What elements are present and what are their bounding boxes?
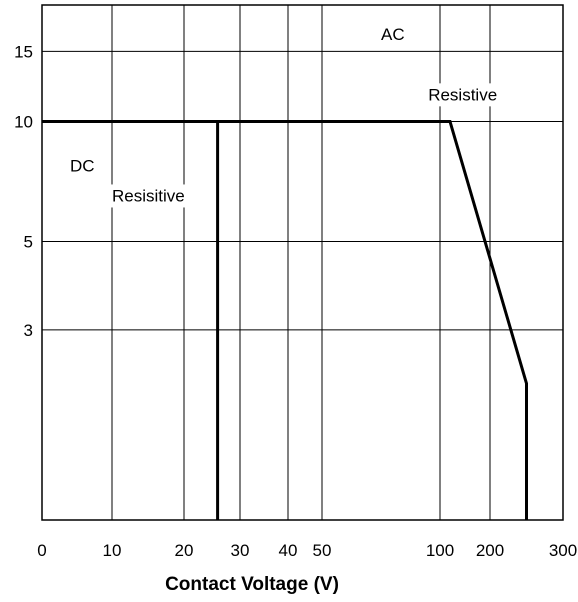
x-tick-label-5: 50 (313, 541, 332, 560)
annotation-bg-1 (424, 83, 502, 107)
series-layer (42, 120, 528, 520)
annotation-2: DC (66, 154, 99, 178)
annotation-bg-2 (66, 154, 99, 178)
annotation-text-0: AC (381, 25, 405, 44)
x-tick-label-6: 100 (426, 541, 454, 560)
annotation-0: AC (377, 23, 409, 47)
plot-border (41, 4, 564, 521)
annotation-3: Resisitive (108, 184, 189, 208)
y-tick-label-1: 5 (24, 232, 33, 251)
annotation-text-1: Resistive (428, 85, 497, 104)
x-tick-label-8: 300 (549, 541, 577, 560)
y-tick-labels: 3 5 10 15 (14, 42, 33, 340)
series-line-1 (42, 120, 220, 520)
x-tick-label-3: 30 (231, 541, 250, 560)
series-line-0 (42, 120, 528, 520)
annotation-bg-3 (108, 184, 189, 208)
annotation-1: Resistive (424, 83, 502, 107)
x-tick-label-0: 0 (37, 541, 46, 560)
y-tick-label-3: 15 (14, 42, 33, 61)
x-tick-label-4: 40 (279, 541, 298, 560)
x-tick-label-2: 20 (175, 541, 194, 560)
annotation-text-2: DC (70, 156, 95, 175)
plot-frame (41, 4, 564, 521)
x-axis-label: Contact Voltage (V) (165, 574, 339, 595)
x-tick-label-7: 200 (476, 541, 504, 560)
x-tick-labels: 0 10 20 30 40 50 100 200 300 (37, 541, 577, 560)
annotation-bg-0 (377, 23, 409, 47)
annotation-text-3: Resisitive (112, 186, 185, 205)
annotations: AC Resistive DC Resisitive (66, 23, 502, 208)
grid-layer (42, 5, 563, 520)
x-tick-label-1: 10 (103, 541, 122, 560)
y-tick-label-2: 10 (14, 113, 33, 132)
y-tick-label-0: 3 (24, 321, 33, 340)
